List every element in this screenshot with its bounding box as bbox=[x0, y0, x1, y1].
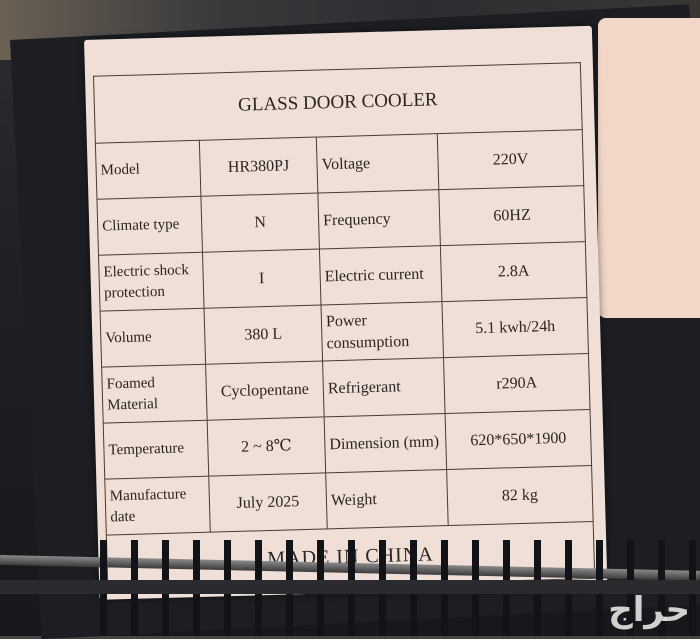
grille-base bbox=[0, 580, 700, 594]
key-cell: Electric current bbox=[319, 245, 442, 305]
value-cell: Cyclopentane bbox=[205, 360, 325, 421]
value-cell: r290A bbox=[443, 353, 591, 414]
key-cell: Refrigerant bbox=[322, 357, 446, 417]
spec-label: GLASS DOOR COOLER Model HR380PJ Voltage … bbox=[84, 25, 608, 600]
key-cell: Foamed Material bbox=[101, 364, 208, 424]
value-cell: N bbox=[200, 193, 320, 253]
value-cell: 380 L bbox=[204, 304, 323, 365]
value-cell: 220V bbox=[437, 129, 584, 190]
watermark-logo: حراج bbox=[608, 590, 690, 630]
key-cell: Voltage bbox=[316, 133, 439, 194]
value-cell: 5.1 kwh/24h bbox=[441, 297, 589, 358]
value-cell: 60HZ bbox=[438, 185, 586, 246]
value-cell: 82 kg bbox=[446, 465, 594, 526]
side-sticker bbox=[598, 18, 700, 318]
value-cell: 2 ~ 8℃ bbox=[207, 416, 326, 477]
spec-table: GLASS DOOR COOLER Model HR380PJ Voltage … bbox=[93, 62, 595, 593]
key-cell: Electric shock protection bbox=[98, 252, 205, 312]
key-cell: Volume bbox=[100, 308, 206, 368]
key-cell: Model bbox=[95, 140, 201, 200]
key-cell: Manufacture date bbox=[104, 476, 211, 536]
value-cell: I bbox=[202, 249, 321, 309]
key-cell: Climate type bbox=[96, 196, 203, 256]
value-cell: HR380PJ bbox=[199, 137, 318, 197]
key-cell: Dimension (mm) bbox=[324, 413, 447, 473]
key-cell: Weight bbox=[325, 469, 449, 529]
value-cell: 2.8A bbox=[440, 241, 587, 302]
key-cell: Frequency bbox=[317, 189, 441, 250]
value-cell: July 2025 bbox=[208, 472, 328, 533]
key-cell: Temperature bbox=[103, 420, 209, 480]
key-cell: Power consumption bbox=[320, 301, 444, 361]
value-cell: 620*650*1900 bbox=[445, 409, 592, 470]
